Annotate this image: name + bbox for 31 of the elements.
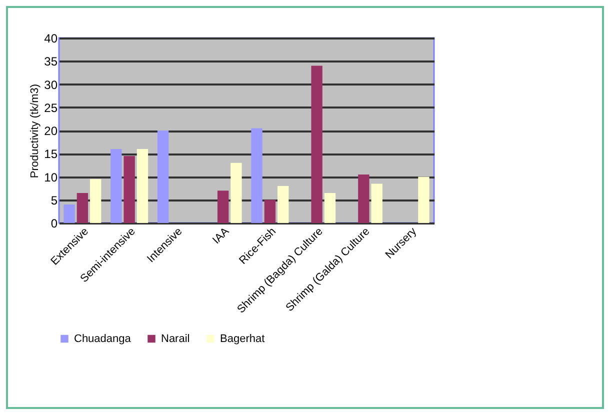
y-tick-label: 5 xyxy=(50,193,58,208)
legend-label: Bagerhat xyxy=(220,332,265,345)
bar xyxy=(371,184,382,223)
bar xyxy=(358,174,370,223)
y-tick-label: 0 xyxy=(50,216,58,230)
bar xyxy=(110,149,122,223)
x-tick-label: IAA xyxy=(210,225,232,247)
bar xyxy=(251,128,262,223)
bar xyxy=(311,66,322,223)
y-axis-title: Productivity (tk/m3) xyxy=(29,84,42,178)
legend-label: Narail xyxy=(161,332,190,345)
bar xyxy=(230,162,242,223)
bar xyxy=(264,200,276,223)
y-tick-label: 25 xyxy=(44,100,58,115)
bar xyxy=(217,190,229,223)
bar xyxy=(418,176,430,223)
bar xyxy=(278,186,289,223)
bar xyxy=(90,179,102,223)
y-tick-label: 15 xyxy=(44,147,58,162)
legend-label: Chuadanga xyxy=(74,332,132,345)
bar xyxy=(64,204,75,223)
bar xyxy=(76,192,88,223)
y-tick-label: 35 xyxy=(44,54,58,69)
y-tick-label: 10 xyxy=(44,170,58,184)
bar xyxy=(136,149,148,223)
bar xyxy=(324,192,336,223)
y-tick-label: 40 xyxy=(44,32,58,46)
bar xyxy=(157,130,169,223)
y-tick-label: 30 xyxy=(44,78,58,92)
bar xyxy=(124,156,135,223)
y-tick-label: 20 xyxy=(44,124,58,138)
